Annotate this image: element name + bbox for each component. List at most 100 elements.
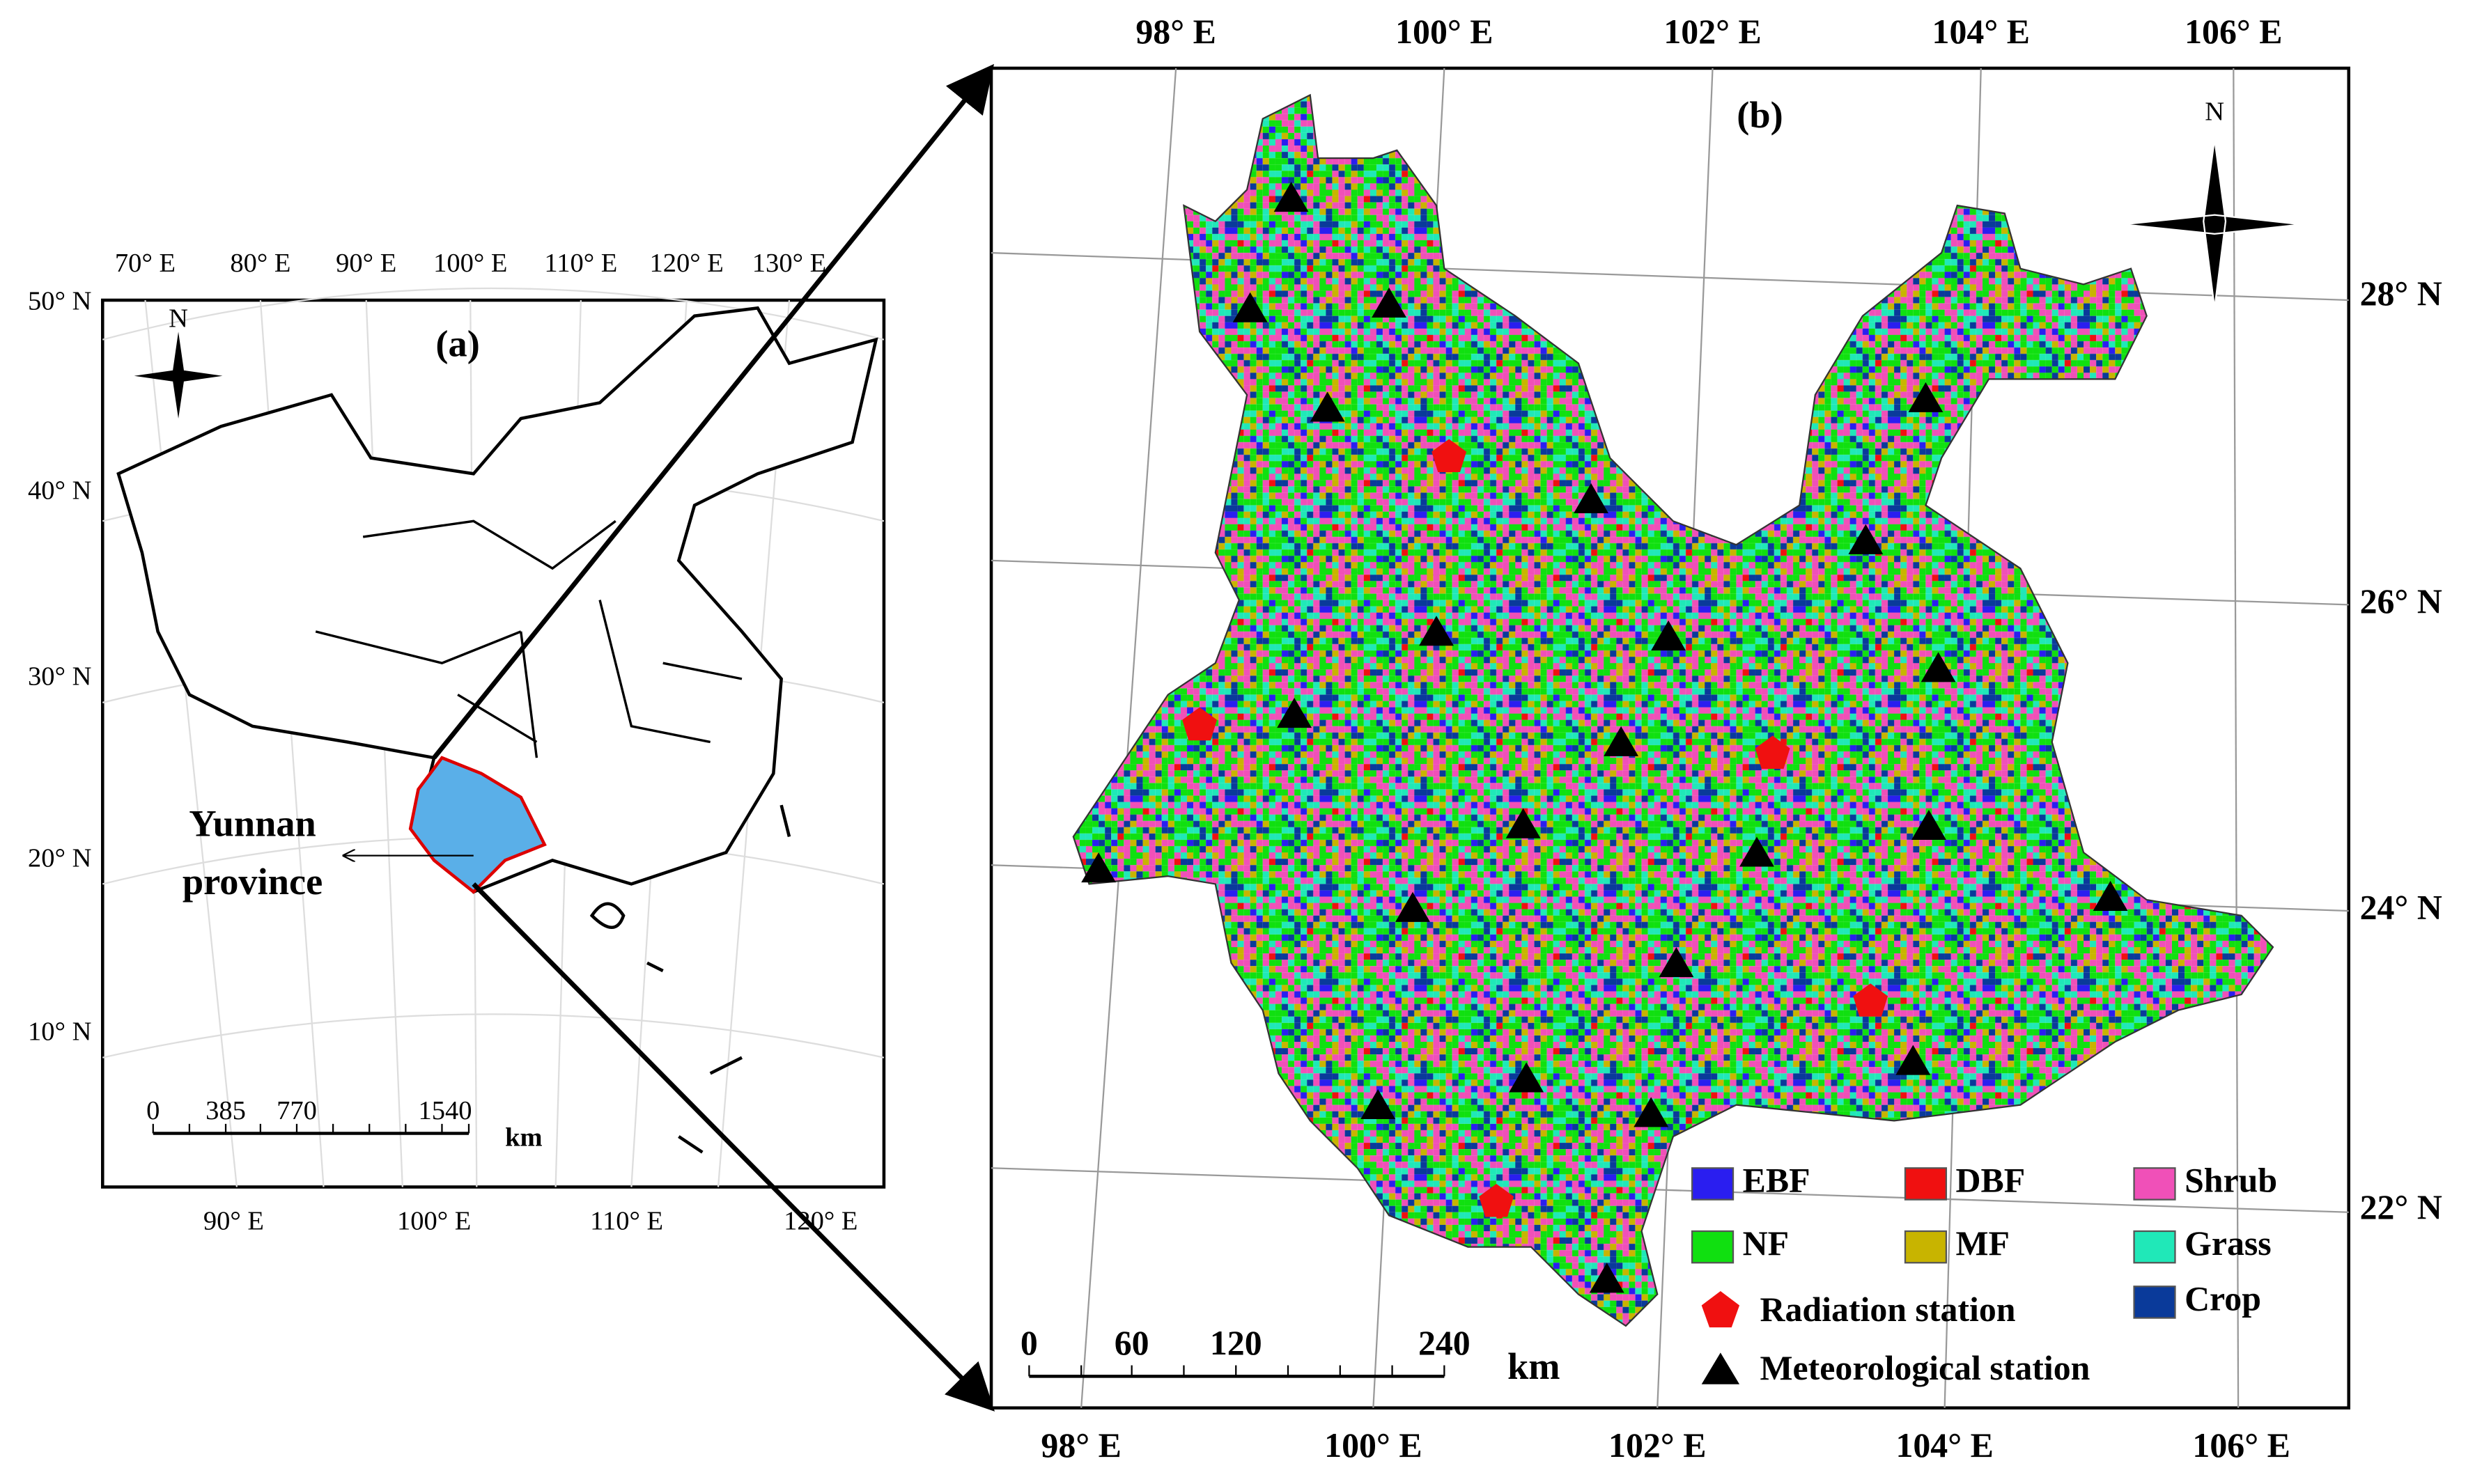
coord-label: 24° N bbox=[2360, 888, 2442, 926]
meteo-station bbox=[1273, 182, 1309, 212]
panel-label: (a) bbox=[435, 322, 479, 364]
meteo-station bbox=[1651, 620, 1686, 651]
panel-a: (a) N Yunnan province km 70° E 80° E 90° E… bbox=[28, 249, 886, 1235]
yunnan-highlight bbox=[408, 756, 547, 894]
meteo-station bbox=[1574, 483, 1608, 513]
province-lines bbox=[315, 520, 743, 758]
coord-label: 10° N bbox=[28, 1017, 91, 1047]
meteo-station bbox=[1604, 726, 1639, 756]
meteo-station bbox=[1360, 1089, 1396, 1120]
coord-label: 20° N bbox=[28, 843, 91, 873]
coord-label: 98° E bbox=[1135, 13, 1216, 51]
coord-label: 240 bbox=[1418, 1324, 1471, 1362]
meteo-station bbox=[1895, 1045, 1931, 1075]
legend-label: Crop bbox=[2185, 1279, 2261, 1318]
coord-label: 50° N bbox=[28, 286, 91, 315]
connector bbox=[432, 63, 995, 760]
meteo-station bbox=[1081, 852, 1117, 883]
scale-unit: km bbox=[505, 1123, 543, 1152]
legend-label: Shrub bbox=[2185, 1161, 2277, 1199]
scale-unit: km bbox=[1507, 1345, 1560, 1387]
meteo-station bbox=[1232, 292, 1268, 322]
coord-label: 106° E bbox=[2185, 13, 2282, 51]
meteo-station bbox=[1659, 947, 1694, 978]
meteo-station bbox=[1277, 698, 1312, 728]
north-label: N bbox=[169, 304, 188, 333]
coord-label: 0 bbox=[1021, 1324, 1038, 1362]
coord-label: 104° E bbox=[1932, 13, 2030, 51]
coord-label: 102° E bbox=[1663, 13, 1761, 51]
coord-label: 70° E bbox=[115, 249, 176, 278]
land-cover-map bbox=[1072, 93, 2274, 1327]
compass bbox=[134, 331, 223, 419]
coord-label: 385 bbox=[205, 1096, 246, 1125]
radiation-station bbox=[1853, 983, 1888, 1017]
legend-swatch bbox=[2133, 1286, 2176, 1319]
north-label: N bbox=[2205, 97, 2224, 126]
meteo-station bbox=[1372, 287, 1406, 318]
islands bbox=[589, 804, 791, 1154]
radiation-station bbox=[1432, 439, 1467, 473]
coord-label: 770 bbox=[277, 1096, 317, 1125]
coord-label: 100° E bbox=[1324, 1426, 1422, 1465]
meteo-station bbox=[1921, 652, 1956, 682]
panel-label: (b) bbox=[1737, 94, 1783, 136]
coord-label: 26° N bbox=[2360, 582, 2442, 620]
coord-label: 110° E bbox=[544, 249, 617, 278]
meteo-station bbox=[2093, 880, 2128, 911]
callout-text: Yunnan bbox=[189, 802, 316, 844]
legend-label: Radiation station bbox=[1760, 1290, 2016, 1329]
coord-label: 130° E bbox=[752, 249, 826, 278]
coord-label: 102° E bbox=[1608, 1426, 1706, 1465]
legend-swatch bbox=[2133, 1230, 2176, 1264]
legend-label: Meteorological station bbox=[1760, 1349, 2090, 1387]
radiation-station bbox=[1182, 707, 1218, 741]
coord-label: 98° E bbox=[1041, 1426, 1121, 1465]
legend-swatch bbox=[1691, 1230, 1735, 1264]
china-outline bbox=[116, 306, 878, 894]
coord-label: 1540 bbox=[418, 1096, 472, 1125]
legend-label: Grass bbox=[2185, 1224, 2272, 1263]
meteo-station bbox=[1908, 382, 1943, 412]
meteo-station bbox=[1509, 1062, 1544, 1093]
meteo-station bbox=[1310, 391, 1345, 422]
meteo-station bbox=[1419, 616, 1454, 646]
coord-label: 106° E bbox=[2192, 1426, 2290, 1465]
coord-label: 100° E bbox=[433, 249, 507, 278]
compass bbox=[2123, 139, 2302, 308]
coord-label: 40° N bbox=[28, 476, 91, 505]
coord-label: 100° E bbox=[1395, 13, 1493, 51]
coord-label: 90° E bbox=[336, 249, 396, 278]
legend-label: NF bbox=[1743, 1224, 1789, 1263]
radiation-legend-icon bbox=[1701, 1291, 1740, 1328]
coord-label: 120 bbox=[1210, 1324, 1262, 1362]
meteo-station bbox=[1505, 808, 1541, 838]
coord-label: 120° E bbox=[650, 249, 724, 278]
meteo-legend-icon bbox=[1701, 1352, 1740, 1384]
coord-label: 60 bbox=[1115, 1324, 1149, 1362]
connector bbox=[472, 882, 995, 1412]
coord-label: 80° E bbox=[230, 249, 290, 278]
coord-label: 104° E bbox=[1895, 1426, 1993, 1465]
coord-label: 0 bbox=[146, 1096, 160, 1125]
legend-swatch bbox=[1691, 1167, 1735, 1201]
radiation-station bbox=[1755, 735, 1790, 770]
panel-b: (b) N km Radiation station Meteorologica… bbox=[989, 13, 2442, 1465]
legend-swatch bbox=[1904, 1167, 1948, 1201]
legend-label: EBF bbox=[1743, 1161, 1810, 1199]
legend-label: MF bbox=[1956, 1224, 2010, 1263]
radiation-station bbox=[1479, 1183, 1514, 1217]
meteo-station bbox=[1395, 891, 1430, 922]
callout-text: province bbox=[183, 861, 323, 903]
coord-label: 100° E bbox=[397, 1206, 471, 1235]
coord-label: 30° N bbox=[28, 662, 91, 692]
coord-label: 22° N bbox=[2360, 1188, 2442, 1226]
legend-label: DBF bbox=[1956, 1161, 2026, 1199]
meteo-station bbox=[1911, 809, 1946, 840]
meteo-station bbox=[1634, 1097, 1669, 1127]
meteo-station bbox=[1739, 836, 1774, 867]
meteo-station bbox=[1848, 524, 1884, 554]
coord-label: 90° E bbox=[203, 1206, 264, 1235]
legend-swatch bbox=[1904, 1230, 1948, 1264]
